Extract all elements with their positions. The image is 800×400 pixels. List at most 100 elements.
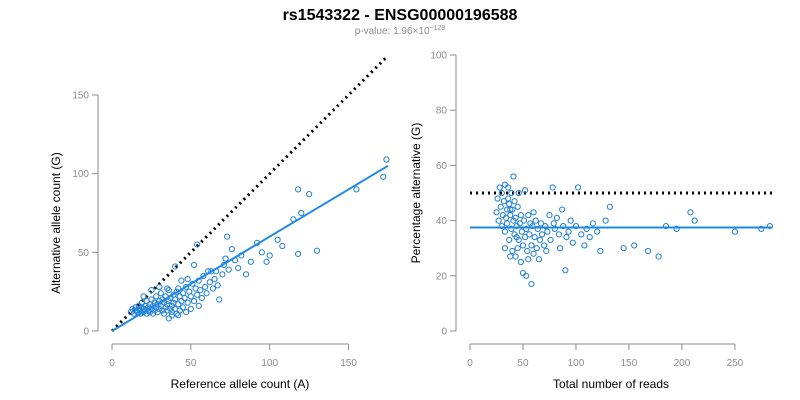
x-tick-label: 100: [568, 358, 585, 369]
y-tick-label: 20: [436, 271, 448, 282]
data-point: [153, 293, 160, 300]
data-point: [187, 305, 194, 313]
data-point: [574, 184, 582, 191]
y-tick-label: 40: [436, 216, 448, 227]
pvalue-exponent: −128: [430, 25, 446, 32]
data-point: [526, 231, 533, 238]
data-point: [507, 253, 514, 260]
data-point: [515, 189, 522, 197]
data-point: [506, 200, 513, 208]
data-point: [597, 247, 604, 255]
data-point: [507, 211, 514, 219]
data-point: [525, 211, 532, 219]
data-point: [494, 195, 501, 202]
data-point: [572, 223, 580, 230]
data-point: [510, 173, 517, 180]
data-point: [224, 233, 231, 240]
data-point: [528, 280, 535, 288]
data-point: [222, 255, 229, 262]
data-point: [206, 279, 213, 286]
data-point: [266, 252, 273, 259]
data-point: [183, 283, 190, 291]
data-point: [184, 275, 191, 283]
data-point: [523, 272, 530, 279]
data-point: [586, 234, 593, 241]
data-point: [542, 223, 549, 230]
data-point: [298, 209, 305, 217]
data-point: [512, 214, 519, 221]
data-point: [179, 304, 187, 311]
data-point: [500, 198, 508, 205]
data-point: [503, 220, 511, 227]
y-tick-label: 50: [78, 248, 90, 259]
data-point: [258, 249, 265, 256]
data-point: [137, 310, 144, 317]
data-point: [235, 264, 242, 272]
y-tick-label: 100: [430, 51, 447, 62]
y-tick-label: 60: [436, 161, 448, 172]
data-point: [766, 223, 773, 230]
data-point: [295, 186, 302, 193]
data-point: [556, 245, 564, 252]
reference-line: [110, 54, 390, 333]
data-point: [551, 225, 558, 232]
x-axis-label: Reference allele count (A): [171, 377, 310, 391]
data-point: [501, 228, 509, 235]
data-point: [549, 184, 556, 191]
data-point: [190, 298, 198, 305]
data-point: [544, 228, 551, 235]
data-point: [168, 302, 176, 309]
data-point: [383, 156, 390, 163]
data-point: [589, 220, 597, 227]
data-point: [538, 231, 546, 238]
data-point: [518, 228, 526, 235]
data-point: [209, 285, 217, 292]
data-point: [533, 245, 540, 252]
data-point: [211, 275, 218, 283]
regression-line: [111, 164, 389, 332]
x-tick-label: 50: [517, 358, 529, 369]
data-point: [228, 246, 235, 253]
y-tick-label: 0: [441, 327, 447, 338]
y-tick-label: 100: [72, 169, 89, 180]
data-point: [513, 234, 520, 241]
data-point: [553, 214, 560, 221]
data-point: [758, 225, 765, 232]
data-point: [263, 258, 270, 265]
data-point: [673, 225, 680, 232]
data-point: [511, 198, 518, 205]
x-tick-label: 150: [340, 358, 357, 369]
data-point: [543, 247, 550, 255]
y-tick-label: 80: [436, 106, 448, 117]
data-point: [514, 245, 521, 252]
data-point: [508, 225, 515, 232]
data-point: [498, 223, 505, 230]
data-point: [563, 234, 570, 241]
data-point: [497, 203, 504, 210]
data-point: [194, 291, 201, 298]
data-point: [175, 312, 182, 319]
x-tick-label: 250: [727, 358, 744, 369]
data-point: [225, 266, 232, 273]
data-point: [537, 220, 545, 227]
data-point: [156, 283, 163, 291]
data-point: [501, 245, 509, 252]
data-point: [171, 263, 179, 270]
data-point: [550, 220, 557, 227]
data-point: [529, 223, 536, 230]
data-point: [178, 277, 185, 284]
data-point: [525, 256, 532, 263]
data-point: [201, 283, 209, 291]
data-point: [200, 272, 207, 280]
data-point: [531, 234, 538, 241]
data-point: [569, 239, 576, 246]
data-point: [532, 217, 539, 224]
data-point: [517, 258, 524, 266]
data-point: [295, 250, 302, 258]
y-axis-label: Percentage alternative (G): [409, 123, 423, 264]
x-axis-label: Total number of reads: [553, 377, 669, 391]
data-point: [148, 296, 155, 303]
data-point: [534, 225, 541, 232]
data-point: [578, 231, 585, 238]
data-point: [530, 250, 537, 257]
